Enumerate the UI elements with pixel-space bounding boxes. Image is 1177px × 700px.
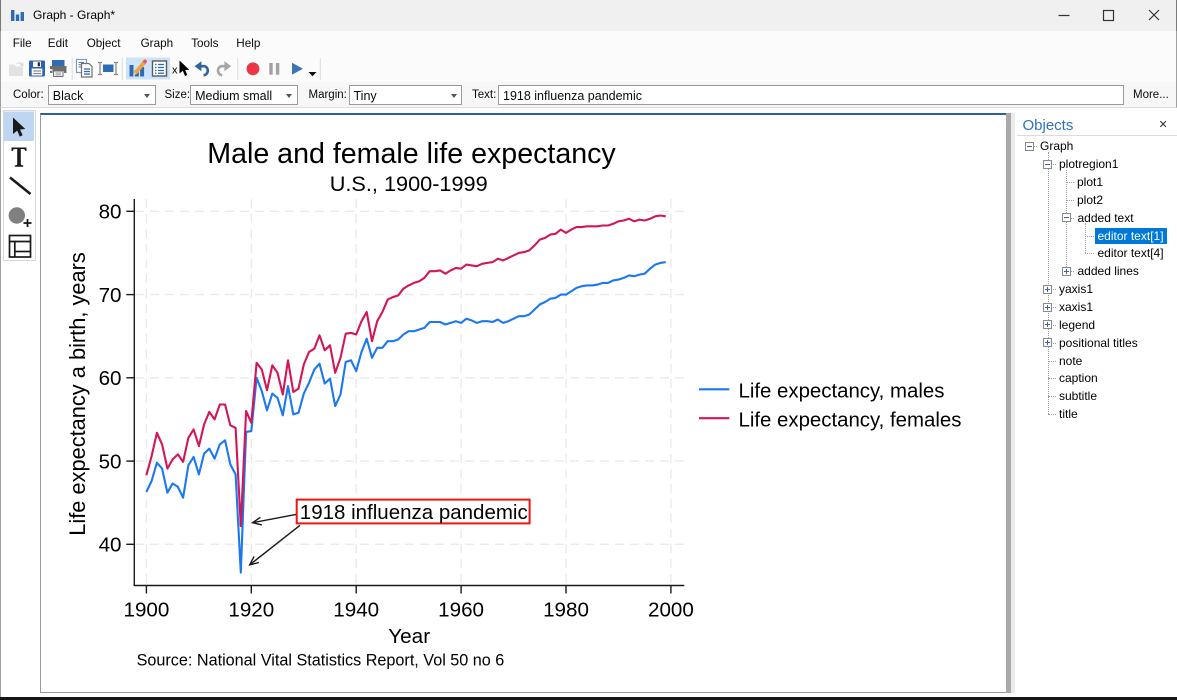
svg-text:x: x xyxy=(172,65,178,77)
svg-text:Life expectancy, females: Life expectancy, females xyxy=(739,409,962,431)
svg-text:50: 50 xyxy=(99,451,122,474)
svg-text:1918 influenza pandemic: 1918 influenza pandemic xyxy=(300,501,528,524)
svg-text:1960: 1960 xyxy=(438,599,484,622)
svg-text:Life expectancy, males: Life expectancy, males xyxy=(739,381,945,403)
svg-text:1900: 1900 xyxy=(123,599,169,622)
svg-text:Life expectancy a birth, years: Life expectancy a birth, years xyxy=(65,252,90,536)
svg-text:60: 60 xyxy=(99,367,122,390)
svg-text:2000: 2000 xyxy=(648,599,694,622)
svg-text:1980: 1980 xyxy=(543,599,589,622)
svg-text:Source: National Vital Statist: Source: National Vital Statistics Report… xyxy=(137,652,505,670)
svg-text:Male and female life expectanc: Male and female life expectancy xyxy=(207,138,616,170)
svg-text:40: 40 xyxy=(99,534,122,557)
svg-text:Year: Year xyxy=(388,625,430,648)
svg-text:U.S., 1900-1999: U.S., 1900-1999 xyxy=(330,171,488,196)
svg-text:1940: 1940 xyxy=(333,599,379,622)
svg-text:80: 80 xyxy=(99,201,122,224)
svg-text:70: 70 xyxy=(99,284,122,307)
svg-text:1920: 1920 xyxy=(228,599,274,622)
